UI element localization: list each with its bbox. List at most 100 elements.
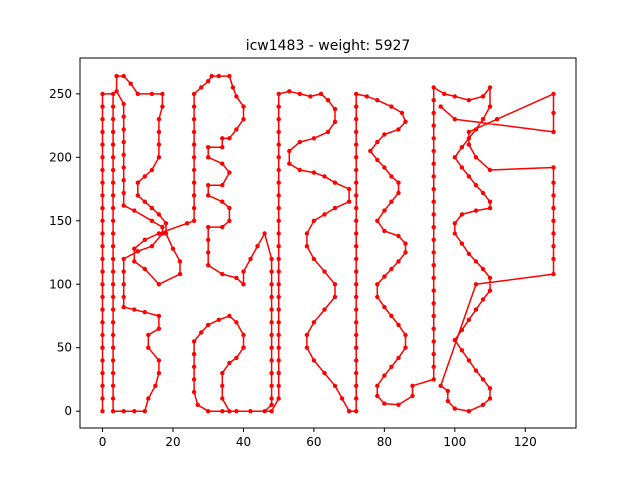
x-axis: 0 20 40 60 80 100 120 xyxy=(99,428,537,449)
data-point xyxy=(445,398,450,404)
data-point xyxy=(431,186,436,192)
data-point xyxy=(206,224,211,230)
data-point xyxy=(121,152,126,157)
data-point xyxy=(110,256,116,262)
data-point xyxy=(121,304,126,310)
data-point xyxy=(100,193,105,198)
data-point xyxy=(431,212,436,217)
data-point xyxy=(191,193,197,198)
data-point xyxy=(332,294,338,300)
data-point xyxy=(375,282,380,287)
data-point xyxy=(142,409,147,414)
data-point xyxy=(156,370,162,376)
data-point xyxy=(431,377,436,382)
plot-area xyxy=(79,57,577,429)
data-point xyxy=(241,117,246,122)
data-point xyxy=(551,165,556,170)
data-point xyxy=(551,256,556,262)
data-point xyxy=(473,282,479,287)
data-point xyxy=(110,244,116,249)
data-point xyxy=(100,180,105,185)
data-point xyxy=(431,136,436,141)
data-point xyxy=(121,139,126,145)
data-point xyxy=(110,205,116,211)
data-point xyxy=(276,180,281,185)
data-point xyxy=(269,282,274,287)
data-point xyxy=(100,244,105,249)
data-point xyxy=(480,377,486,382)
data-point xyxy=(459,165,465,170)
data-point xyxy=(177,259,183,264)
data-point xyxy=(142,174,147,179)
data-point xyxy=(146,345,151,350)
data-point xyxy=(276,256,281,262)
data-point xyxy=(132,307,137,312)
data-point xyxy=(110,104,116,109)
data-point xyxy=(248,256,253,262)
data-point xyxy=(389,104,394,109)
data-point xyxy=(156,313,162,319)
data-point xyxy=(206,193,211,198)
data-point xyxy=(234,94,239,99)
data-point xyxy=(142,199,147,204)
data-point xyxy=(276,345,281,350)
data-point xyxy=(354,307,359,312)
data-point xyxy=(354,282,359,287)
data-point xyxy=(431,326,436,331)
data-point xyxy=(487,288,493,293)
data-point xyxy=(396,259,401,264)
data-point xyxy=(220,183,225,188)
data-point xyxy=(332,119,338,125)
data-point xyxy=(354,409,359,414)
data-point xyxy=(389,364,394,369)
data-point xyxy=(276,129,281,135)
data-point xyxy=(191,104,197,109)
data-point xyxy=(487,199,493,204)
data-point xyxy=(466,174,472,179)
data-point xyxy=(220,145,225,150)
data-point xyxy=(399,110,405,116)
data-point xyxy=(382,274,387,279)
data-point xyxy=(551,231,556,236)
data-point xyxy=(156,142,162,147)
data-point xyxy=(325,129,331,135)
data-point xyxy=(431,110,436,116)
data-point xyxy=(308,94,313,99)
y-tick-label: 200 xyxy=(49,150,72,164)
data-point xyxy=(459,348,465,353)
data-point xyxy=(132,409,137,414)
data-point xyxy=(494,117,500,122)
data-point xyxy=(227,313,232,319)
data-point xyxy=(354,142,359,147)
data-point xyxy=(487,386,493,391)
data-point xyxy=(142,310,147,315)
data-point xyxy=(110,117,116,122)
data-point xyxy=(110,332,116,338)
data-point xyxy=(382,208,387,213)
data-point xyxy=(206,322,211,328)
y-tick-label: 150 xyxy=(49,214,72,228)
data-point xyxy=(382,401,387,406)
data-point xyxy=(551,271,556,277)
data-point xyxy=(276,332,281,338)
data-point xyxy=(132,246,137,251)
data-point xyxy=(431,148,436,154)
data-point xyxy=(276,383,281,388)
data-point xyxy=(241,104,246,109)
data-point xyxy=(220,409,225,414)
data-point xyxy=(100,409,105,414)
data-point xyxy=(322,174,327,179)
data-point xyxy=(121,73,126,79)
data-point xyxy=(311,136,317,141)
data-point xyxy=(431,301,436,306)
data-point xyxy=(276,244,281,249)
data-point xyxy=(403,345,408,350)
data-point xyxy=(191,364,197,369)
data-point xyxy=(339,396,345,401)
data-point xyxy=(121,114,126,119)
data-point xyxy=(156,326,162,331)
data-point xyxy=(121,269,126,274)
data-point xyxy=(269,294,274,300)
data-point xyxy=(121,282,126,287)
data-point xyxy=(160,104,165,109)
